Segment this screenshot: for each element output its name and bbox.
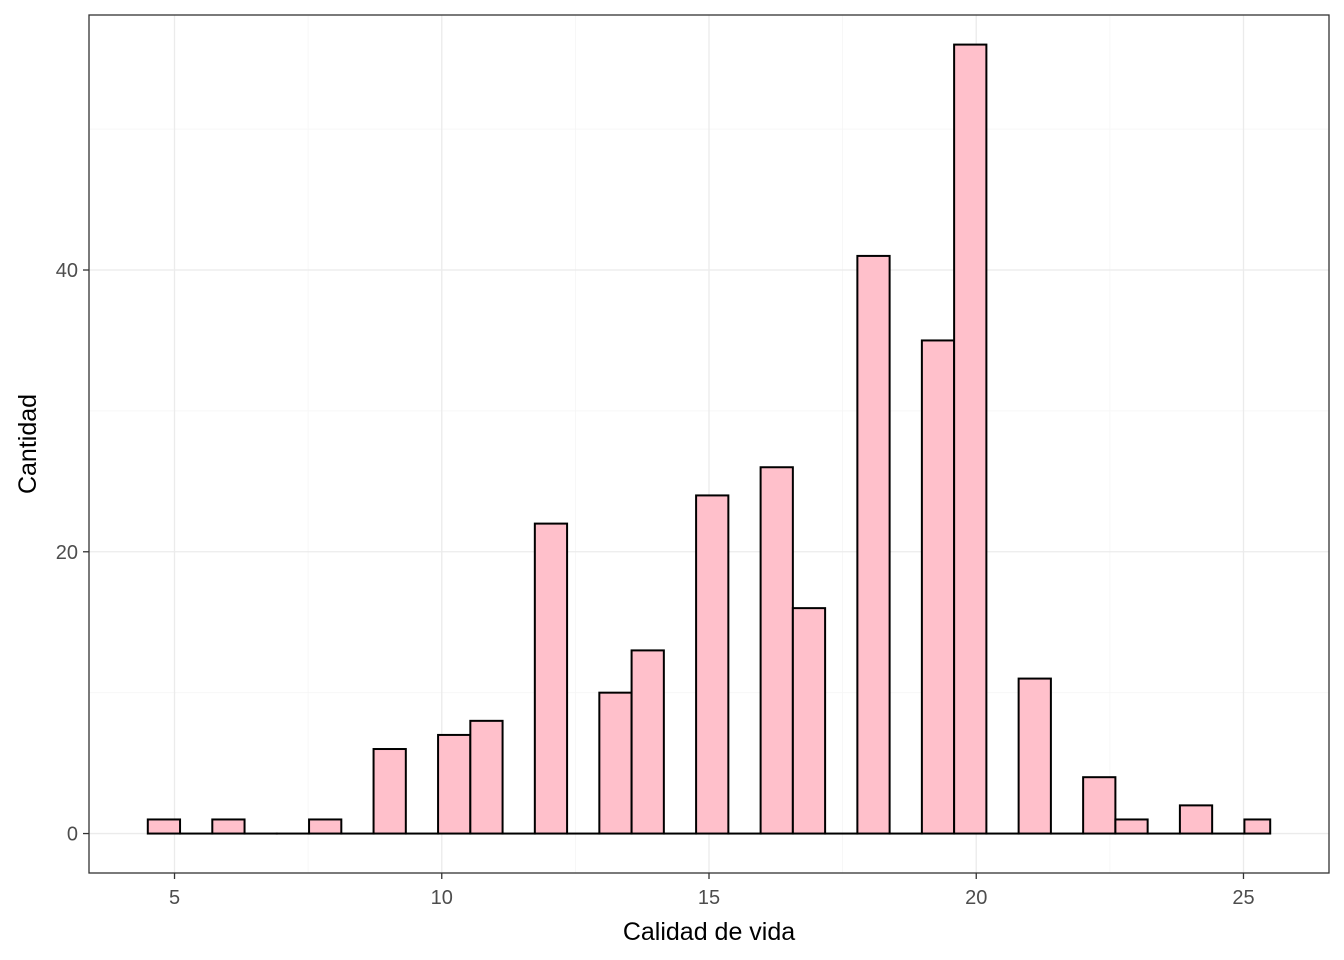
histogram-bar-31	[1114, 818, 1149, 835]
x-tick-label: 10	[431, 887, 453, 909]
y-tick-label: 0	[67, 824, 78, 846]
y-tick-label: 20	[56, 542, 78, 564]
x-tick-label: 5	[169, 887, 180, 909]
histogram-bar-28	[1017, 677, 1052, 835]
y-axis-title: Cantidad	[14, 394, 42, 494]
histogram-bar-11	[469, 719, 504, 835]
histogram-bar-18	[695, 494, 730, 835]
histogram-bar-25	[920, 339, 956, 835]
histogram-bar-10	[437, 733, 472, 835]
histogram-bar-8	[372, 748, 407, 835]
histogram-bar-15	[598, 691, 633, 835]
x-axis-title: Calidad de vida	[623, 918, 795, 946]
histogram-bar-16	[630, 649, 665, 835]
histogram-bar-23	[856, 254, 891, 835]
histogram-bar-33	[1178, 804, 1214, 835]
histogram-bar-3	[211, 818, 246, 835]
x-tick-label: 20	[965, 887, 987, 909]
x-tick-label: 15	[698, 887, 720, 909]
histogram-bars	[146, 43, 1272, 835]
y-tick-label: 40	[56, 260, 78, 282]
histogram-bar-20	[759, 466, 794, 835]
histogram-bar-6	[308, 818, 343, 835]
histogram-bar-1	[146, 818, 182, 835]
histogram-bar-26	[953, 43, 988, 835]
histogram-bar-35	[1243, 818, 1272, 835]
histogram-bar-30	[1082, 776, 1117, 835]
histogram-bar-21	[791, 607, 827, 835]
histogram-bar-13	[533, 522, 569, 835]
axis-ticks: 5 10 15 20 25 0 20 40	[56, 260, 1255, 909]
x-tick-label: 25	[1232, 887, 1254, 909]
